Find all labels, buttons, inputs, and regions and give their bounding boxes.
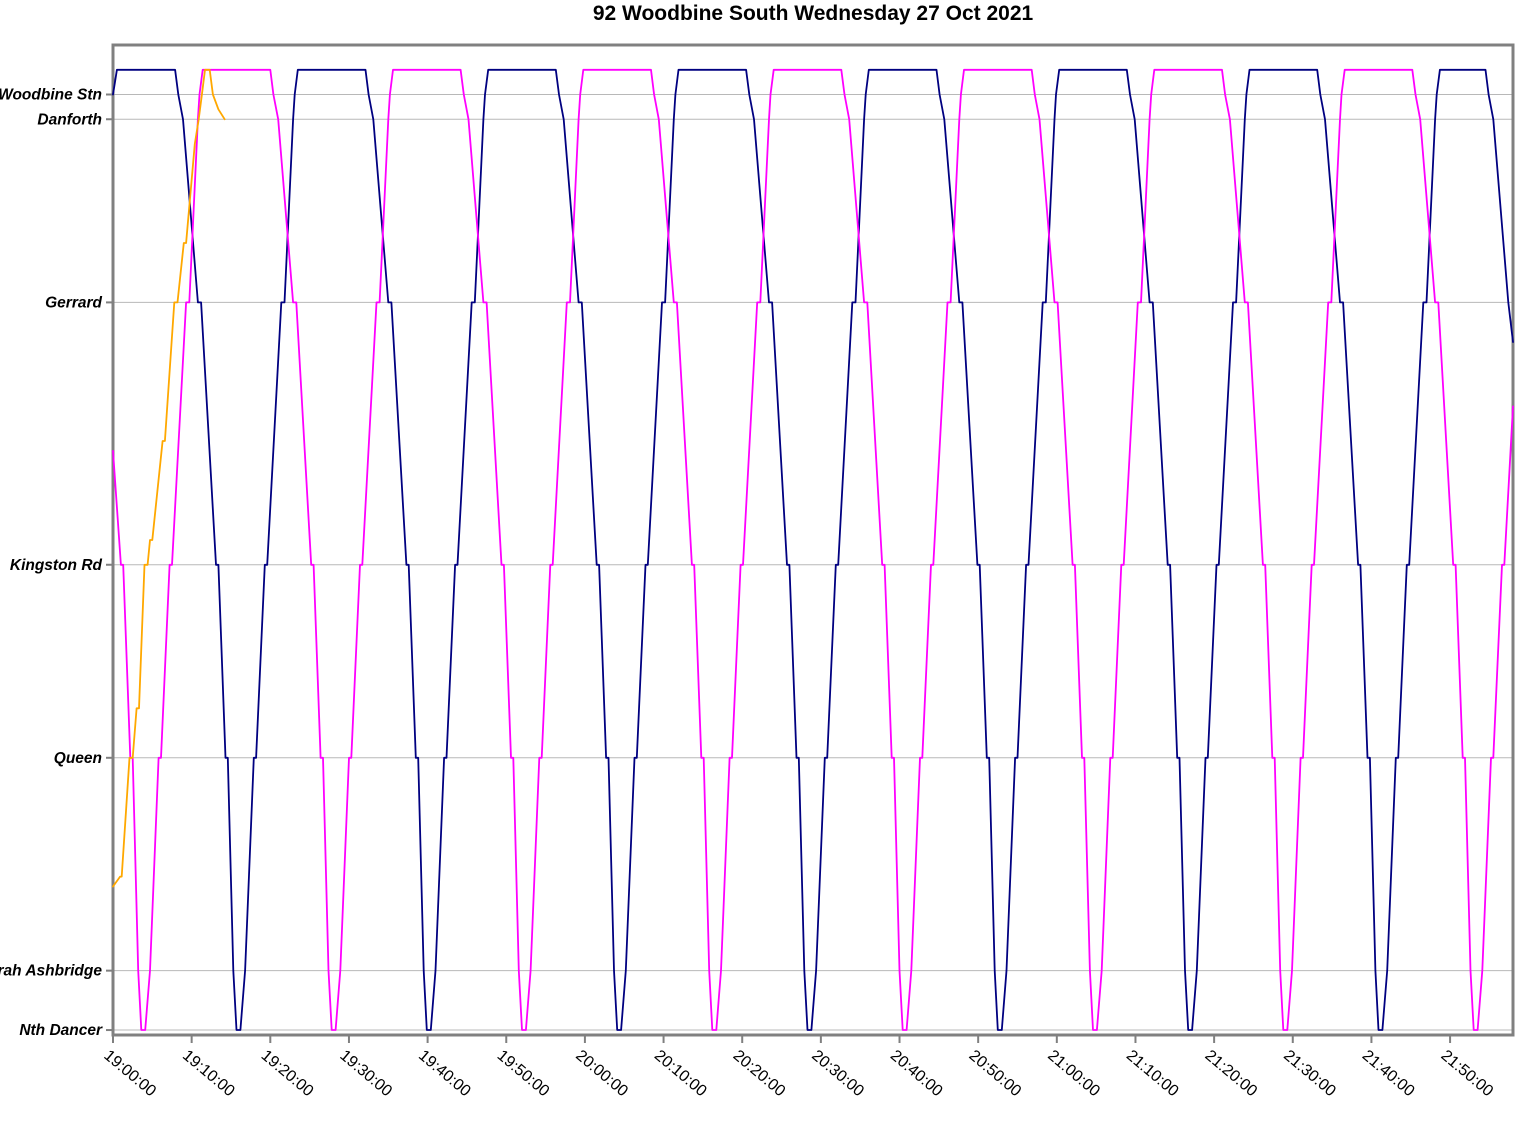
x-tick-label: 19:20:00 [258,1047,317,1100]
x-tick-label: 21:50:00 [1438,1047,1497,1100]
station-label: Nth Dancer [19,1022,103,1039]
station-label: Kingston Rd [10,557,103,574]
x-tick-label: 19:10:00 [179,1047,238,1100]
x-tick-label: 20:20:00 [730,1047,789,1100]
x-tick-label: 21:10:00 [1123,1047,1182,1100]
x-tick-label: 19:50:00 [494,1047,553,1100]
station-label: Woodbine Stn [0,87,102,104]
station-label: Gerrard [45,294,102,311]
station-label: Danforth [37,111,102,128]
plot-background [113,45,1513,1035]
x-tick-label: 19:40:00 [415,1047,474,1100]
series-vehicle-3-orange [112,68,226,888]
series-vehicle-2-magenta [112,68,1514,1031]
chart-title: 92 Woodbine South Wednesday 27 Oct 2021 [592,2,1034,25]
x-tick-label: 20:40:00 [887,1047,946,1100]
x-tick-label: 20:10:00 [651,1047,710,1100]
plot-frame [111,43,1515,1037]
station-label: Sarah Ashbridge [0,963,102,980]
x-tick-label: 19:30:00 [336,1047,395,1100]
x-tick-label: 21:40:00 [1359,1047,1418,1100]
x-tick-label: 19:00:00 [100,1047,159,1100]
x-tick-label: 21:00:00 [1044,1047,1103,1100]
x-tick-label: 20:30:00 [808,1047,867,1100]
station-label: Queen [54,750,102,767]
x-tick-label: 20:50:00 [966,1047,1025,1100]
x-tick-label: 20:00:00 [572,1047,631,1100]
x-tick-label: 21:20:00 [1202,1047,1261,1100]
x-tick-label: 21:30:00 [1280,1047,1339,1100]
